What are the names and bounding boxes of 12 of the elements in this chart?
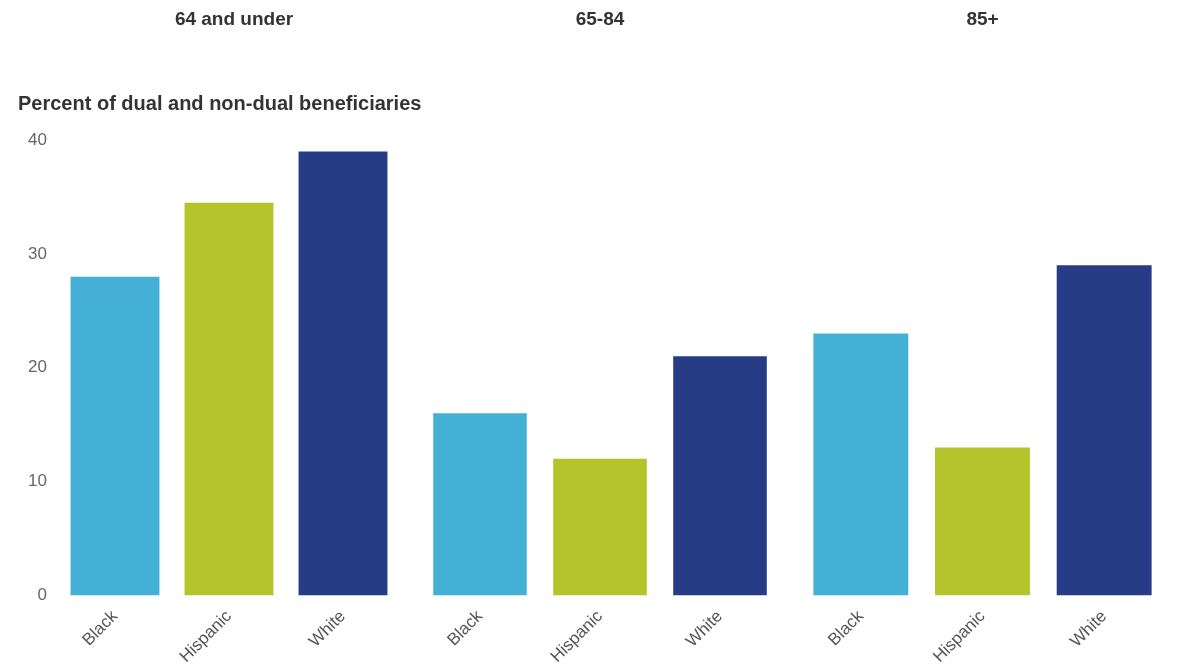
bar — [298, 151, 388, 596]
chart-title: 64 and under — [173, 8, 295, 30]
bar — [184, 202, 274, 596]
y-tick-label: 20 — [28, 357, 47, 377]
bar — [70, 276, 160, 596]
y-tick-label: 0 — [37, 585, 47, 605]
y-tick-label: 10 — [28, 471, 47, 491]
y-axis-title: Percent of dual and non-dual beneficiaries — [18, 92, 422, 115]
chart-title: 65-84 — [574, 8, 626, 30]
chart-title: 85+ — [965, 8, 1000, 30]
y-tick-label: 40 — [28, 129, 47, 149]
y-tick-label: 30 — [28, 243, 47, 263]
